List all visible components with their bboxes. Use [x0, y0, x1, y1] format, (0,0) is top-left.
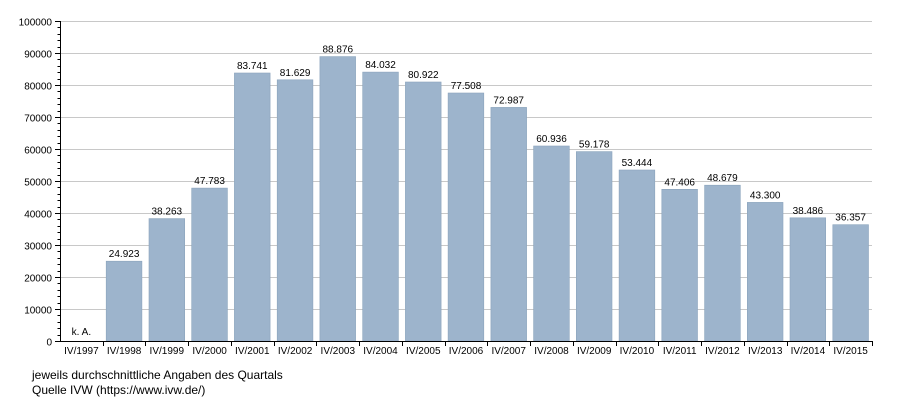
bar: [447, 92, 485, 342]
data-label: 77.508: [451, 81, 482, 92]
chart-notes: jeweils durchschnittliche Angaben des Qu…: [32, 368, 283, 398]
bar: [148, 218, 186, 342]
bar: [533, 145, 570, 342]
x-tick-label: IV/2015: [833, 346, 868, 357]
bar: [832, 224, 869, 342]
bar: [319, 56, 356, 342]
y-tick-label: 100000: [19, 18, 53, 29]
data-label: 83.741: [237, 61, 268, 72]
bar: [575, 151, 613, 342]
bar: [661, 189, 698, 342]
data-label: 43.300: [750, 190, 781, 201]
y-tick-label: 30000: [24, 242, 52, 253]
bar: [362, 71, 399, 342]
x-tick-label: IV/2010: [620, 346, 655, 357]
y-tick-label: 40000: [24, 210, 52, 221]
data-label: 38.263: [152, 207, 183, 218]
data-labels: k. A. 24.923 38.263 47.783 83.741 81.629 88.87…: [72, 45, 867, 338]
bar: [490, 107, 527, 342]
bar: [746, 202, 784, 342]
data-label: 72.987: [493, 95, 524, 106]
data-label: 38.486: [793, 206, 824, 217]
x-tick-label: IV/2009: [577, 346, 612, 357]
y-tick-label: 50000: [24, 178, 52, 189]
x-tick-label: IV/2014: [791, 346, 826, 357]
x-tick-label: IV/2011: [663, 346, 697, 357]
note-source: Quelle IVW (https://www.ivw.de/): [32, 383, 206, 397]
y-tick-label: 20000: [24, 274, 52, 285]
data-label: 60.936: [536, 134, 567, 145]
data-label: 59.178: [579, 140, 610, 151]
data-label: 47.783: [194, 176, 225, 187]
x-tick-label: IV/2007: [491, 346, 526, 357]
x-tick-label: IV/2000: [192, 346, 227, 357]
bars: [105, 56, 869, 342]
data-label: 53.444: [622, 158, 653, 169]
data-label: 47.406: [664, 177, 695, 188]
x-tick-label: IV/2001: [235, 346, 270, 357]
x-tick-label: IV/2013: [748, 346, 783, 357]
x-tick-label: IV/2012: [705, 346, 740, 357]
x-tick-label: IV/2004: [363, 346, 398, 357]
note-averages: jeweils durchschnittliche Angaben des Qu…: [32, 368, 283, 382]
data-label: 84.032: [365, 60, 396, 71]
y-tick-label: 10000: [24, 306, 52, 317]
bar: [618, 169, 656, 342]
data-label: 80.922: [408, 70, 439, 81]
bar: [234, 72, 271, 342]
data-label: 81.629: [280, 68, 311, 79]
y-tick-label: 90000: [24, 50, 52, 61]
y-tick-label: 80000: [24, 82, 52, 93]
x-tick-label: IV/1998: [107, 346, 142, 357]
bar: [789, 217, 827, 342]
bar: [405, 81, 442, 342]
y-tick-label: 70000: [24, 114, 52, 125]
bar: [704, 184, 741, 342]
data-label: 48.679: [707, 173, 738, 184]
data-label: k. A.: [72, 327, 91, 338]
bar: [105, 260, 143, 342]
x-tick-label: IV/2005: [406, 346, 441, 357]
x-tick-label: IV/2002: [278, 346, 313, 357]
axes: 0 10000 20000 30000 40000 50000 60000 70000 8000…: [19, 18, 873, 357]
bar: [276, 79, 314, 342]
bar: [191, 187, 228, 342]
y-tick-label: 60000: [24, 146, 52, 157]
x-tick-label: IV/2003: [321, 346, 356, 357]
x-tick-label: IV/1997: [64, 346, 99, 357]
data-label: 24.923: [109, 249, 140, 260]
data-label: 36.357: [835, 213, 866, 224]
x-tick-label: IV/1999: [150, 346, 185, 357]
x-tick-label: IV/2008: [534, 346, 569, 357]
data-label: 88.876: [323, 45, 354, 56]
y-tick-label: 0: [46, 338, 52, 349]
x-tick-label: IV/2006: [449, 346, 484, 357]
